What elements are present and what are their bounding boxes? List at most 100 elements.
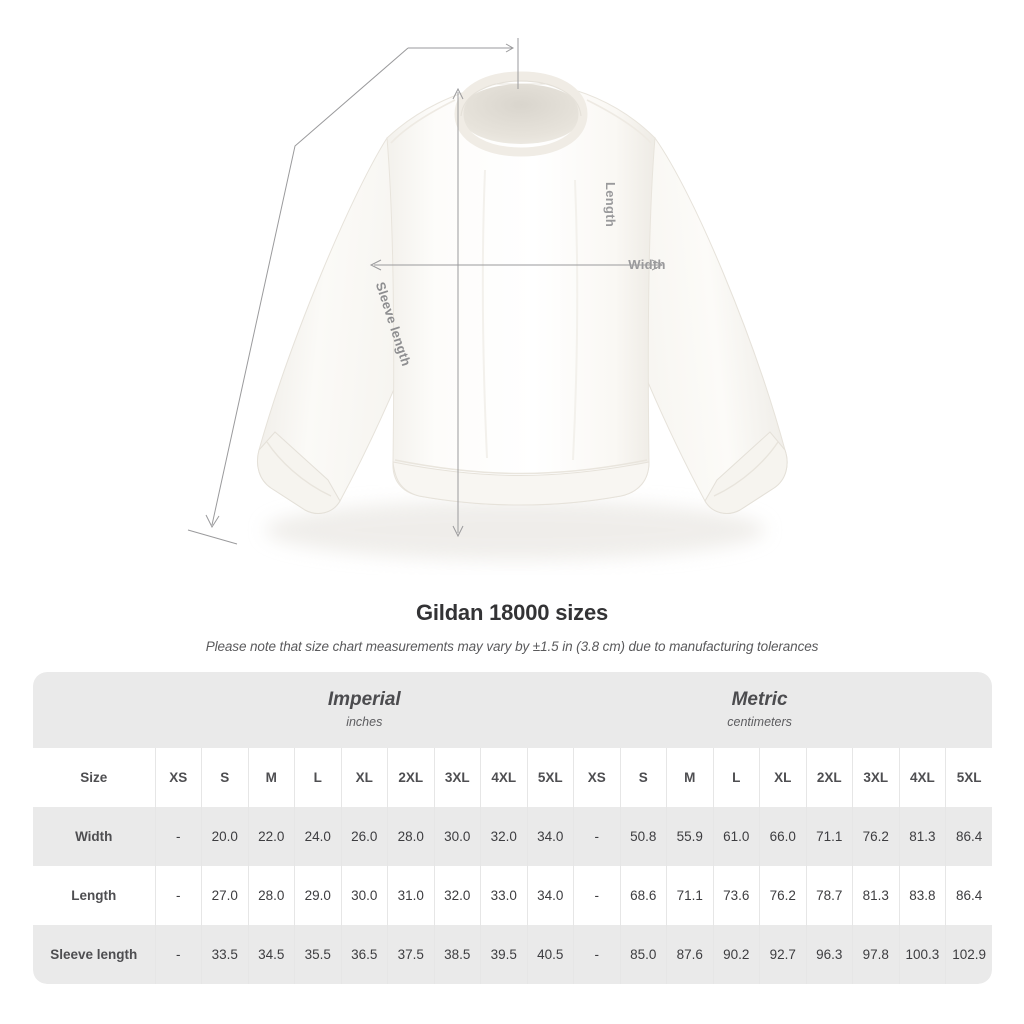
unit-group-imperial-sub: inches [346, 715, 383, 730]
cell-width-metric-6: 76.2 [852, 807, 900, 866]
sweatshirt-diagram [187, 38, 788, 560]
size-col-metric-7: 4XL [899, 748, 947, 807]
size-col-imperial-7: 4XL [480, 748, 528, 807]
cell-length-imperial-4: 30.0 [341, 866, 388, 925]
cell-width-imperial-0: - [155, 807, 202, 866]
cell-length-metric-0: - [573, 866, 621, 925]
cell-width-metric-8: 86.4 [945, 807, 993, 866]
cell-width-imperial-4: 26.0 [341, 807, 388, 866]
size-col-imperial-3: L [294, 748, 342, 807]
cell-width-metric-5: 71.1 [806, 807, 854, 866]
row-label-width: Width [33, 807, 156, 866]
cell-length-imperial-5: 31.0 [387, 866, 435, 925]
size-col-imperial-5: 2XL [387, 748, 435, 807]
cell-length-metric-1: 68.6 [620, 866, 668, 925]
cell-sleeve-metric-1: 85.0 [620, 925, 668, 984]
cell-sleeve-metric-0: - [573, 925, 621, 984]
cell-width-metric-4: 66.0 [759, 807, 807, 866]
cell-sleeve-imperial-4: 36.5 [341, 925, 388, 984]
cell-width-metric-7: 81.3 [899, 807, 947, 866]
cell-length-metric-3: 73.6 [713, 866, 761, 925]
garment-stage: Width Length Sleeve length [155, 10, 875, 580]
cell-sleeve-imperial-0: - [155, 925, 202, 984]
size-chart-table: Imperial inches Metric centimeters Size … [33, 672, 993, 984]
cell-length-imperial-0: - [155, 866, 202, 925]
sleeve-guide-line [211, 47, 409, 526]
size-col-imperial-0: XS [155, 748, 202, 807]
row-label-length: Length [33, 866, 156, 925]
size-col-metric-0: XS [573, 748, 621, 807]
size-header-label: Size [33, 748, 156, 807]
cell-width-imperial-6: 30.0 [434, 807, 481, 866]
cell-sleeve-imperial-7: 39.5 [480, 925, 528, 984]
cell-width-imperial-7: 32.0 [480, 807, 528, 866]
cell-sleeve-metric-4: 92.7 [759, 925, 807, 984]
cell-sleeve-metric-8: 102.9 [945, 925, 993, 984]
cell-sleeve-imperial-6: 38.5 [434, 925, 481, 984]
table-row: Width - 20.0 22.0 24.0 26.0 28.0 30.0 32… [33, 807, 993, 866]
cell-width-imperial-2: 22.0 [248, 807, 295, 866]
unit-group-row: Imperial inches Metric centimeters [33, 672, 993, 748]
cell-width-imperial-1: 20.0 [201, 807, 249, 866]
unit-band-spacer [33, 672, 155, 748]
row-label-sleeve-length: Sleeve length [33, 925, 156, 984]
size-header-row: Size XS S M L XL 2XL 3XL 4XL 5XL XS S M … [33, 748, 993, 807]
width-label: Width [628, 257, 666, 272]
cell-sleeve-metric-5: 96.3 [806, 925, 854, 984]
cell-width-metric-2: 55.9 [666, 807, 714, 866]
cell-length-metric-5: 78.7 [806, 866, 854, 925]
sleeve-end-tick [187, 529, 238, 545]
cell-width-imperial-8: 34.0 [527, 807, 575, 866]
cell-sleeve-metric-3: 90.2 [713, 925, 761, 984]
cell-length-imperial-6: 32.0 [434, 866, 481, 925]
size-col-imperial-6: 3XL [434, 748, 481, 807]
cell-length-metric-8: 86.4 [945, 866, 993, 925]
cell-length-imperial-2: 28.0 [248, 866, 295, 925]
size-col-imperial-8: 5XL [527, 748, 575, 807]
cell-sleeve-imperial-5: 37.5 [387, 925, 435, 984]
cell-width-metric-0: - [573, 807, 621, 866]
cell-length-imperial-3: 29.0 [294, 866, 342, 925]
cell-sleeve-metric-2: 87.6 [666, 925, 714, 984]
size-col-metric-6: 3XL [852, 748, 900, 807]
cell-sleeve-metric-7: 100.3 [899, 925, 947, 984]
cell-length-metric-2: 71.1 [666, 866, 714, 925]
cell-sleeve-metric-6: 97.8 [852, 925, 900, 984]
size-col-imperial-4: XL [341, 748, 388, 807]
size-chart-table-wrapper: Imperial inches Metric centimeters Size … [33, 672, 993, 984]
cell-width-metric-3: 61.0 [713, 807, 761, 866]
unit-group-imperial: Imperial inches [155, 672, 574, 748]
table-row: Length - 27.0 28.0 29.0 30.0 31.0 32.0 3… [33, 866, 993, 925]
size-col-metric-5: 2XL [806, 748, 854, 807]
cell-length-imperial-1: 27.0 [201, 866, 249, 925]
tolerance-note: Please note that size chart measurements… [205, 639, 819, 654]
cell-sleeve-imperial-1: 33.5 [201, 925, 249, 984]
size-col-metric-1: S [620, 748, 668, 807]
unit-group-metric: Metric centimeters [573, 672, 946, 748]
unit-group-metric-sub: centimeters [727, 715, 792, 730]
cell-sleeve-imperial-3: 35.5 [294, 925, 342, 984]
unit-group-metric-name: Metric [731, 689, 788, 711]
cell-sleeve-imperial-8: 40.5 [527, 925, 575, 984]
size-col-imperial-2: M [248, 748, 295, 807]
cell-width-imperial-5: 28.0 [387, 807, 435, 866]
cell-length-metric-7: 83.8 [899, 866, 947, 925]
length-label: Length [603, 182, 618, 228]
size-col-imperial-1: S [201, 748, 249, 807]
cell-length-metric-4: 76.2 [759, 866, 807, 925]
size-col-metric-3: L [713, 748, 761, 807]
garment-illustration: Width Length Sleeve length [155, 10, 875, 580]
cell-length-imperial-7: 33.0 [480, 866, 528, 925]
cell-length-imperial-8: 34.0 [527, 866, 575, 925]
size-col-metric-8: 5XL [945, 748, 993, 807]
size-col-metric-2: M [666, 748, 714, 807]
size-col-metric-4: XL [759, 748, 807, 807]
table-row: Sleeve length - 33.5 34.5 35.5 36.5 37.5… [33, 925, 993, 984]
unit-group-imperial-name: Imperial [327, 689, 401, 711]
page-title: Gildan 18000 sizes [415, 600, 609, 625]
cell-sleeve-imperial-2: 34.5 [248, 925, 295, 984]
cell-length-metric-6: 81.3 [852, 866, 900, 925]
cell-width-metric-1: 50.8 [620, 807, 668, 866]
cell-width-imperial-3: 24.0 [294, 807, 342, 866]
unit-band-spacer-right [945, 672, 993, 748]
